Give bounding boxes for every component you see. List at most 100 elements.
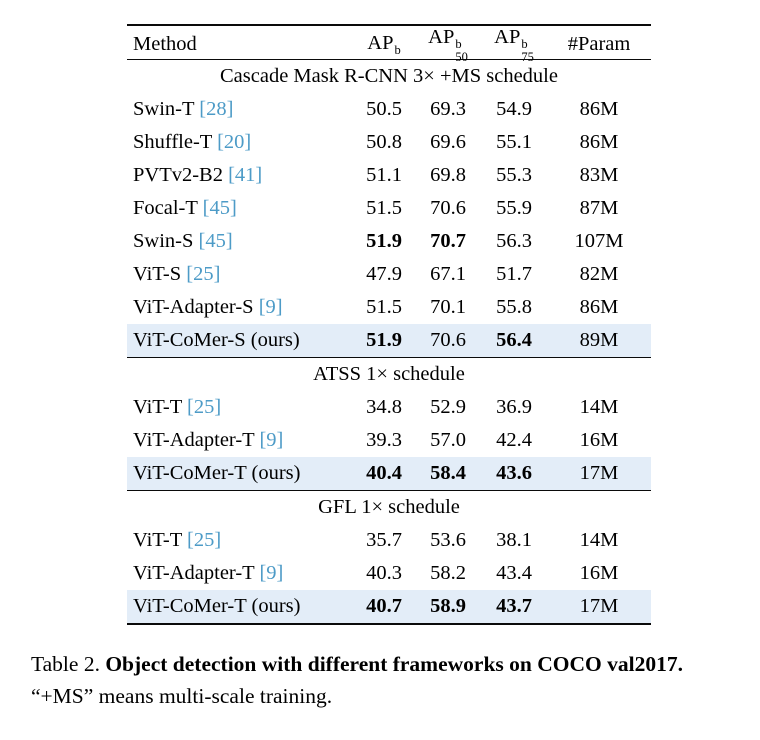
table-top-rule — [127, 24, 651, 26]
metric-value: 40.3 — [366, 562, 402, 584]
param-value: 14M — [579, 529, 619, 551]
method-name: ViT-CoMer-S (ours) — [133, 329, 300, 351]
method-cell: ViT-S [25] — [127, 263, 353, 286]
citation-link[interactable]: [9] — [258, 296, 283, 318]
param-value: 17M — [579, 462, 619, 484]
col-header-ap50: AP b 50 — [415, 26, 481, 63]
metric-value: 69.8 — [430, 164, 466, 186]
section-divider-rule — [127, 357, 651, 358]
results-table: Method AP b AP b 50 AP b 75 #Param Cascade Ma… — [127, 24, 651, 625]
metric-value: 55.1 — [496, 131, 532, 153]
citation-link[interactable]: [41] — [228, 164, 263, 186]
metric-value: 54.9 — [496, 98, 532, 120]
metric-value: 58.9 — [430, 595, 466, 617]
method-name: Swin-S — [133, 230, 194, 252]
section-divider-rule — [127, 490, 651, 491]
col-header-param: #Param — [567, 33, 631, 56]
metric-value: 50.8 — [366, 131, 402, 153]
metric-value: 39.3 — [366, 429, 402, 451]
table-row: ViT-S [25] 47.9 67.1 51.7 82M — [127, 258, 651, 291]
metric-value: 69.3 — [430, 98, 466, 120]
metric-value: 55.3 — [496, 164, 532, 186]
metric-value: 55.8 — [496, 296, 532, 318]
col-header-ap75: AP b 75 — [481, 26, 547, 63]
method-name: ViT-Adapter-T — [133, 562, 255, 584]
metric-value: 51.5 — [366, 296, 402, 318]
metric-value: 58.4 — [430, 462, 466, 484]
table-body: Cascade Mask R-CNN 3× +MS schedule Swin-T… — [127, 59, 651, 625]
citation-link[interactable]: [25] — [187, 396, 222, 418]
method-cell: ViT-Adapter-T [9] — [127, 429, 353, 452]
caption-label: Table 2. — [31, 652, 100, 676]
param-value: 89M — [579, 329, 619, 351]
table-row: ViT-T [25] 34.8 52.9 36.9 14M — [127, 391, 651, 424]
section-title: GFL 1× schedule — [318, 496, 460, 518]
method-cell: ViT-CoMer-S (ours) — [127, 329, 353, 352]
param-value: 86M — [579, 98, 619, 120]
method-name: Focal-T — [133, 197, 198, 219]
metric-value: 43.6 — [496, 462, 532, 484]
col-header-method: Method — [133, 33, 197, 56]
method-name: Swin-T — [133, 98, 195, 120]
citation-link[interactable]: [9] — [259, 429, 284, 451]
metric-value: 56.3 — [496, 230, 532, 252]
col-header-ap75-supsub: b 75 — [521, 36, 534, 64]
col-header-ap-base: AP — [367, 32, 394, 55]
metric-value: 67.1 — [430, 263, 466, 285]
param-value: 86M — [579, 296, 619, 318]
metric-value: 70.6 — [430, 197, 466, 219]
method-cell: Focal-T [45] — [127, 197, 353, 220]
table-row: ViT-CoMer-T (ours) 40.7 58.9 43.7 17M — [127, 590, 651, 623]
col-header-ap-supsub: b — [394, 43, 401, 58]
table-row: Swin-T [28] 50.5 69.3 54.9 86M — [127, 93, 651, 126]
table-row: ViT-T [25] 35.7 53.6 38.1 14M — [127, 524, 651, 557]
metric-value: 51.9 — [366, 230, 402, 252]
citation-link[interactable]: [28] — [199, 98, 234, 120]
metric-value: 36.9 — [496, 396, 532, 418]
section-title: ATSS 1× schedule — [313, 363, 465, 385]
param-value: 14M — [579, 396, 619, 418]
citation-link[interactable]: [25] — [186, 263, 221, 285]
table-bottom-rule — [127, 623, 651, 625]
param-value: 87M — [579, 197, 619, 219]
metric-value: 51.1 — [366, 164, 402, 186]
table-row: ViT-Adapter-T [9] 39.3 57.0 42.4 16M — [127, 424, 651, 457]
table-row: Focal-T [45] 51.5 70.6 55.9 87M — [127, 192, 651, 225]
metric-value: 35.7 — [366, 529, 402, 551]
citation-link[interactable]: [25] — [187, 529, 222, 551]
table-row: ViT-Adapter-S [9] 51.5 70.1 55.8 86M — [127, 291, 651, 324]
citation-link[interactable]: [45] — [202, 197, 237, 219]
citation-link[interactable]: [45] — [198, 230, 233, 252]
metric-value: 38.1 — [496, 529, 532, 551]
table-row: ViT-CoMer-S (ours) 51.9 70.6 56.4 89M — [127, 324, 651, 357]
citation-link[interactable]: [9] — [259, 562, 284, 584]
metric-value: 51.5 — [366, 197, 402, 219]
method-cell: Shuffle-T [20] — [127, 131, 353, 154]
param-value: 16M — [579, 562, 619, 584]
metric-value: 42.4 — [496, 429, 532, 451]
metric-value: 34.8 — [366, 396, 402, 418]
metric-value: 57.0 — [430, 429, 466, 451]
table-row: Shuffle-T [20] 50.8 69.6 55.1 86M — [127, 126, 651, 159]
metric-value: 58.2 — [430, 562, 466, 584]
metric-value: 40.4 — [366, 462, 402, 484]
metric-value: 55.9 — [496, 197, 532, 219]
metric-value: 51.9 — [366, 329, 402, 351]
metric-value: 43.7 — [496, 595, 532, 617]
col-header-ap: AP b — [353, 32, 415, 57]
param-value: 17M — [579, 595, 619, 617]
table-row: ViT-Adapter-T [9] 40.3 58.2 43.4 16M — [127, 557, 651, 590]
section-title: Cascade Mask R-CNN 3× +MS schedule — [220, 65, 558, 87]
method-cell: ViT-T [25] — [127, 396, 353, 419]
param-value: 107M — [574, 230, 624, 252]
method-name: ViT-Adapter-S — [133, 296, 254, 318]
col-header-ap50-supsub: b 50 — [455, 36, 468, 64]
method-name: ViT-Adapter-T — [133, 429, 255, 451]
method-name: ViT-T — [133, 529, 182, 551]
method-cell: Swin-T [28] — [127, 98, 353, 121]
method-name: Shuffle-T — [133, 131, 212, 153]
method-cell: PVTv2-B2 [41] — [127, 164, 353, 187]
metric-value: 40.7 — [366, 595, 402, 617]
citation-link[interactable]: [20] — [217, 131, 252, 153]
metric-value: 70.7 — [430, 230, 466, 252]
